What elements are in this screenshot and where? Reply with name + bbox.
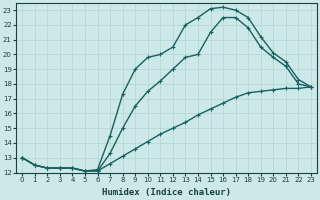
X-axis label: Humidex (Indice chaleur): Humidex (Indice chaleur) [102, 188, 231, 197]
